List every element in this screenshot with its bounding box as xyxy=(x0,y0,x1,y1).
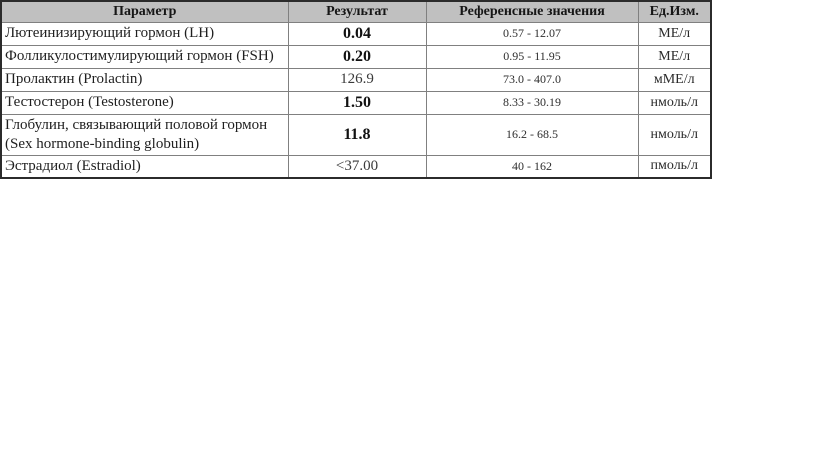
result-value: 126.9 xyxy=(287,67,427,92)
col-header-result: Результат xyxy=(287,0,427,23)
reference-range: 8.33 - 30.19 xyxy=(425,90,639,115)
parameter-name: Пролактин (Prolactin) xyxy=(0,67,289,92)
table-row-shbg: Глобулин, связывающий половой гормон (Se… xyxy=(0,113,712,156)
result-value: <37.00 xyxy=(287,154,427,179)
unit-value: МЕ/л xyxy=(637,44,712,69)
reference-range: 0.95 - 11.95 xyxy=(425,44,639,69)
table-row-lh: Лютеинизирующий гормон (LH) 0.04 0.57 - … xyxy=(0,21,712,46)
result-value: 0.04 xyxy=(287,21,427,46)
reference-range: 16.2 - 68.5 xyxy=(425,113,639,156)
col-header-reference: Референсные значения xyxy=(425,0,639,23)
unit-value: нмоль/л xyxy=(637,90,712,115)
table-row-testosterone: Тестостерон (Testosterone) 1.50 8.33 - 3… xyxy=(0,90,712,115)
col-header-parameter: Параметр xyxy=(0,0,289,23)
parameter-name: Тестостерон (Testosterone) xyxy=(0,90,289,115)
parameter-name: Фолликулостимулирующий гормон (FSH) xyxy=(0,44,289,69)
unit-value: пмоль/л xyxy=(637,154,712,179)
result-value: 1.50 xyxy=(287,90,427,115)
table-row-estradiol: Эстрадиол (Estradiol) <37.00 40 - 162 пм… xyxy=(0,154,712,179)
table-header-row: Параметр Результат Референсные значения … xyxy=(0,0,712,23)
reference-range: 40 - 162 xyxy=(425,154,639,179)
parameter-name: Эстрадиол (Estradiol) xyxy=(0,154,289,179)
parameter-name: Лютеинизирующий гормон (LH) xyxy=(0,21,289,46)
unit-value: нмоль/л xyxy=(637,113,712,156)
reference-range: 0.57 - 12.07 xyxy=(425,21,639,46)
table-row-prolactin: Пролактин (Prolactin) 126.9 73.0 - 407.0… xyxy=(0,67,712,92)
unit-value: МЕ/л xyxy=(637,21,712,46)
parameter-name: Глобулин, связывающий половой гормон (Se… xyxy=(0,113,289,156)
result-value: 0.20 xyxy=(287,44,427,69)
col-header-unit: Ед.Изм. xyxy=(637,0,712,23)
table-row-fsh: Фолликулостимулирующий гормон (FSH) 0.20… xyxy=(0,44,712,69)
reference-range: 73.0 - 407.0 xyxy=(425,67,639,92)
lab-results-table: Параметр Результат Референсные значения … xyxy=(0,0,712,179)
unit-value: мМЕ/л xyxy=(637,67,712,92)
result-value: 11.8 xyxy=(287,113,427,156)
